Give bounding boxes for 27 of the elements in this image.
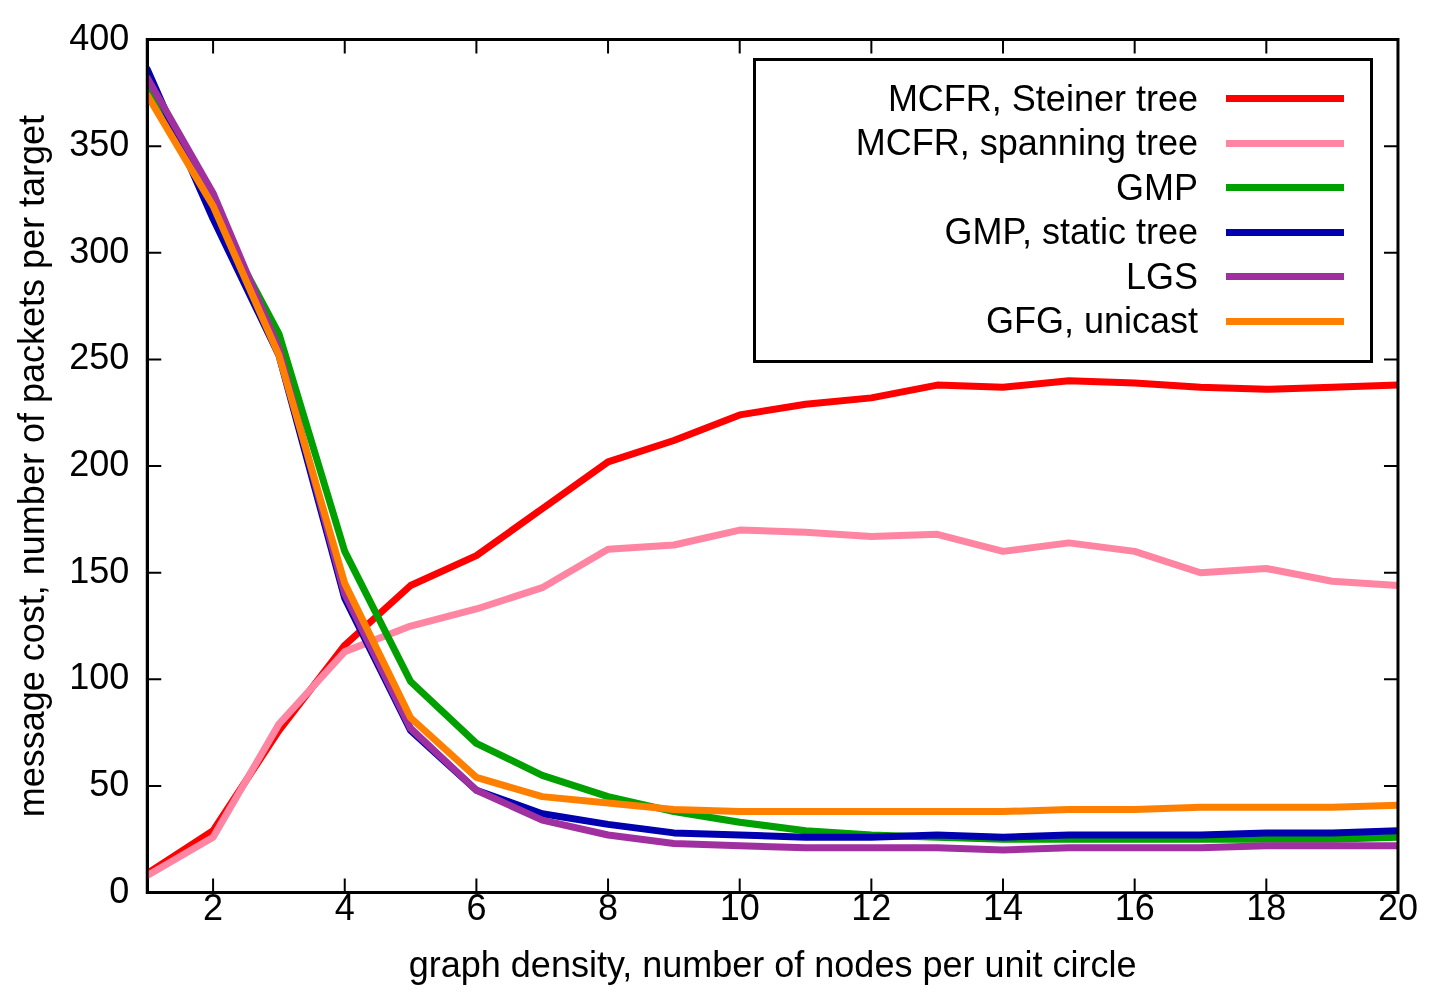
y-tick-label: 100 (69, 656, 130, 698)
y-tick-label: 150 (69, 549, 130, 591)
y-tick-label: 0 (109, 869, 130, 911)
x-tick-label: 16 (1114, 887, 1155, 929)
x-tick-label: 4 (334, 887, 355, 929)
x-tick-label: 6 (466, 887, 487, 929)
x-tick-label: 2 (203, 887, 224, 929)
legend-label: MCFR, Steiner tree (887, 77, 1198, 120)
y-tick-label: 200 (69, 443, 130, 485)
y-tick-label: 400 (69, 16, 130, 58)
y-tick-label: 250 (69, 336, 130, 378)
x-tick-label: 12 (851, 887, 892, 929)
y-tick-label: 50 (89, 762, 130, 804)
legend-label: GMP (1115, 166, 1198, 209)
x-tick-label: 20 (1377, 887, 1418, 929)
y-tick-label: 300 (69, 229, 130, 271)
y-tick-label: 350 (69, 123, 130, 165)
x-tick-label: 14 (982, 887, 1024, 929)
x-tick-label: 10 (719, 887, 760, 929)
legend-label: LGS (1125, 255, 1198, 298)
x-axis-title: graph density, number of nodes per unit circle (408, 944, 1137, 986)
legend-label: GFG, unicast (985, 300, 1198, 343)
y-axis-title: message cost, number of packets per target (10, 114, 52, 818)
legend-label: GMP, static tree (944, 211, 1198, 254)
x-tick-label: 18 (1246, 887, 1287, 929)
x-tick-label: 8 (598, 887, 619, 929)
legend-label: MCFR, spanning tree (855, 122, 1198, 165)
